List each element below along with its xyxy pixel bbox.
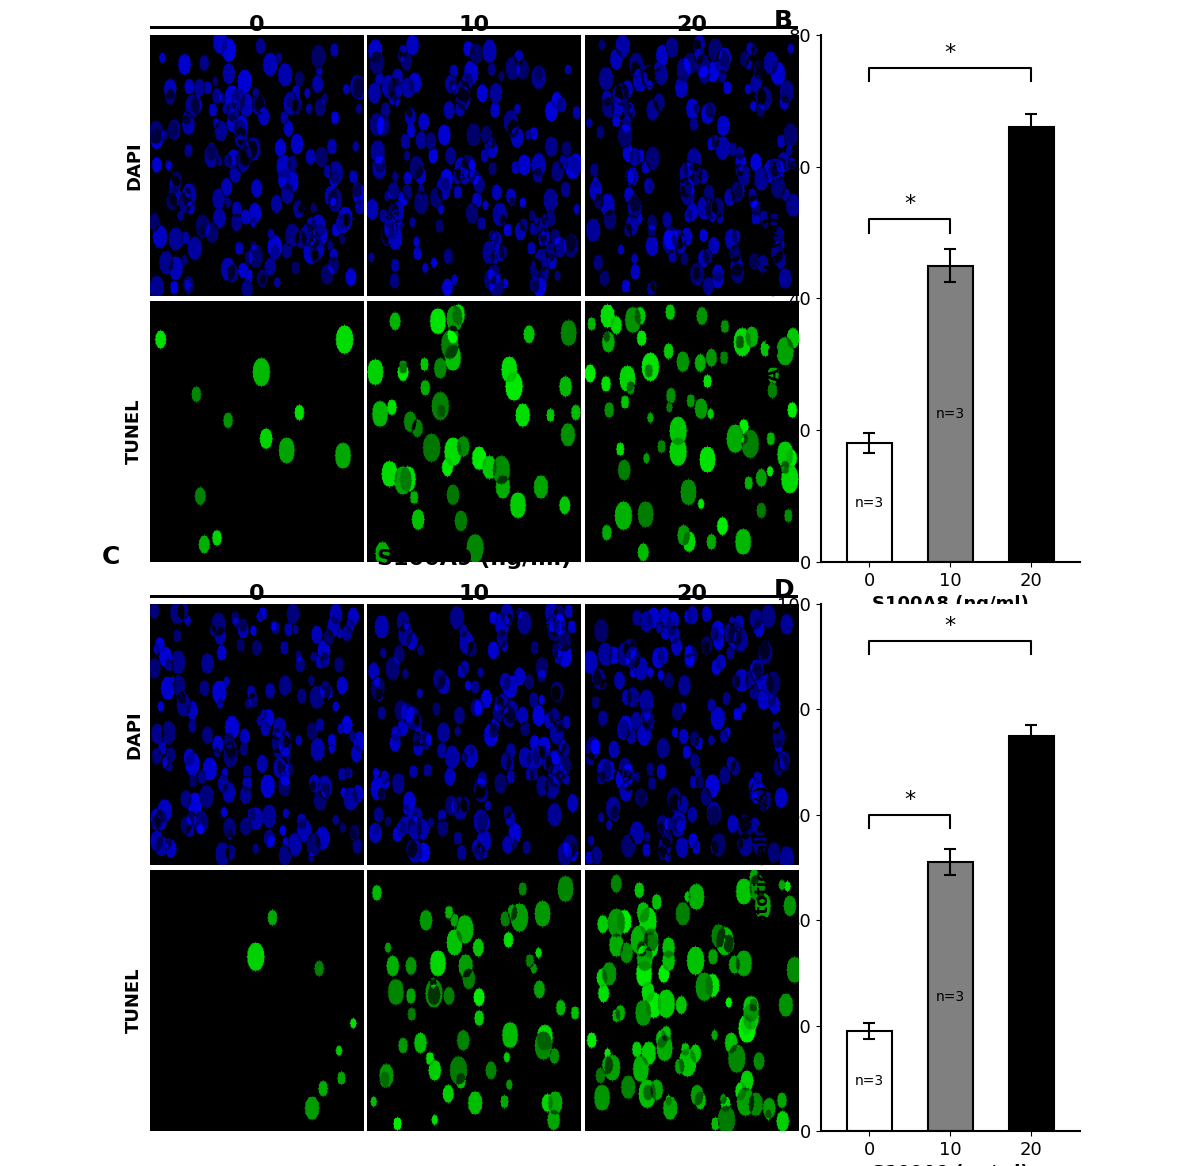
Text: *: * [905,195,916,215]
Bar [928,863,973,1131]
Text: B: B [774,8,793,33]
Title: 0: 0 [248,15,264,35]
Text: D: D [774,577,794,602]
Y-axis label: TUNEL: TUNEL [125,399,143,464]
X-axis label: S100A8 (ng/ml): S100A8 (ng/ml) [872,595,1028,613]
X-axis label: S100A9 (ng/ml): S100A9 (ng/ml) [872,1165,1028,1166]
Bar [928,266,973,562]
Y-axis label: Apototic cells (%): Apototic cells (%) [764,216,782,381]
Title: 0: 0 [248,584,264,604]
Title: 20: 20 [676,15,707,35]
Bar [1009,736,1054,1131]
Text: n=3: n=3 [854,496,884,510]
Text: S100A9 (ng/ml): S100A9 (ng/ml) [377,549,571,569]
Text: C: C [102,545,120,569]
Title: 10: 10 [458,584,490,604]
Text: n=3: n=3 [1016,927,1046,941]
Y-axis label: DAPI: DAPI [125,141,143,190]
Text: *: * [944,616,956,635]
Bar [847,443,892,562]
Text: n=3: n=3 [936,407,965,421]
Y-axis label: DAPI: DAPI [125,710,143,759]
Y-axis label: Apototic cells (%): Apototic cells (%) [754,785,772,950]
Bar [847,1031,892,1131]
Text: n=3: n=3 [854,1074,884,1088]
Text: *: * [905,789,916,809]
Title: 10: 10 [458,15,490,35]
Bar [1009,127,1054,562]
Text: n=3: n=3 [1016,338,1046,352]
Text: *: * [944,43,956,63]
Y-axis label: TUNEL: TUNEL [125,968,143,1033]
Title: 20: 20 [676,584,707,604]
Text: n=3: n=3 [936,990,965,1004]
